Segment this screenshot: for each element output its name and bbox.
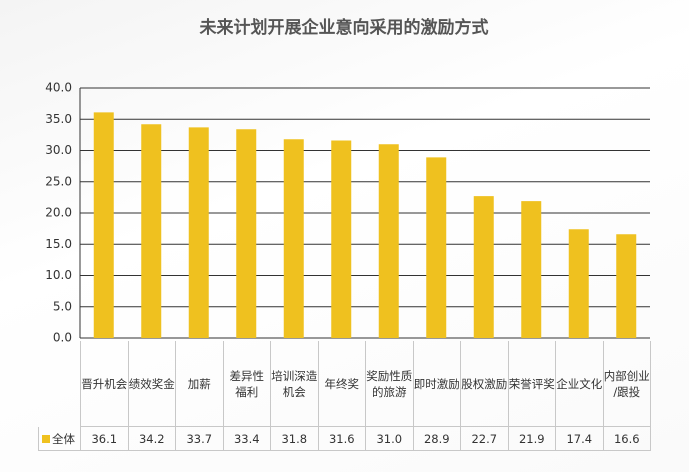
value-label: 31.0 [365, 427, 413, 451]
category-label: 绩效奖金 [127, 341, 175, 427]
value-label: 33.4 [222, 427, 270, 451]
value-label: 36.1 [80, 427, 128, 451]
y-tick-label: 0.0 [53, 331, 72, 345]
category-label: 企业文化 [555, 341, 603, 427]
bar [378, 144, 399, 338]
category-label: 年终奖 [317, 341, 365, 427]
bar [331, 140, 352, 338]
bar [616, 234, 637, 338]
category-label: 加薪 [175, 341, 223, 427]
legend-cell: 全体 [38, 427, 80, 451]
category-label: 内部创业 /跟投 [602, 341, 650, 427]
category-label: 培训深造 机会 [270, 341, 318, 427]
bar [188, 127, 209, 338]
value-label: 17.4 [555, 427, 603, 451]
category-label: 晋升机会 [80, 341, 128, 427]
category-label: 差异性 福利 [222, 341, 270, 427]
value-label: 31.6 [317, 427, 365, 451]
bar [521, 201, 542, 338]
bar [283, 139, 304, 338]
y-tick-label: 35.0 [45, 112, 72, 126]
bar [568, 229, 589, 338]
table-edge [650, 341, 651, 451]
bar [141, 124, 162, 338]
value-label: 31.8 [270, 427, 318, 451]
y-tick-label: 15.0 [45, 237, 72, 251]
legend-swatch [42, 434, 50, 443]
value-label: 33.7 [175, 427, 223, 451]
y-tick-label: 40.0 [45, 81, 72, 95]
bar [93, 112, 114, 338]
value-label: 34.2 [127, 427, 175, 451]
y-tick-label: 25.0 [45, 174, 72, 188]
y-tick-label: 10.0 [45, 268, 72, 282]
category-label: 奖励性质 的旅游 [365, 341, 413, 427]
bar [473, 196, 494, 338]
category-label: 荣誉评奖 [507, 341, 555, 427]
y-tick-label: 30.0 [45, 143, 72, 157]
bar [426, 157, 447, 338]
value-label: 21.9 [507, 427, 555, 451]
legend-label: 全体 [52, 431, 75, 446]
y-tick-label: 5.0 [53, 299, 72, 313]
value-label: 28.9 [412, 427, 460, 451]
chart-title: 未来计划开展企业意向采用的激励方式 [199, 17, 489, 38]
category-label: 即时激励 [412, 341, 460, 427]
y-tick-label: 20.0 [45, 206, 72, 220]
category-label: 股权激励 [460, 341, 508, 427]
bar [236, 129, 257, 338]
value-label: 22.7 [460, 427, 508, 451]
value-label: 16.6 [602, 427, 650, 451]
